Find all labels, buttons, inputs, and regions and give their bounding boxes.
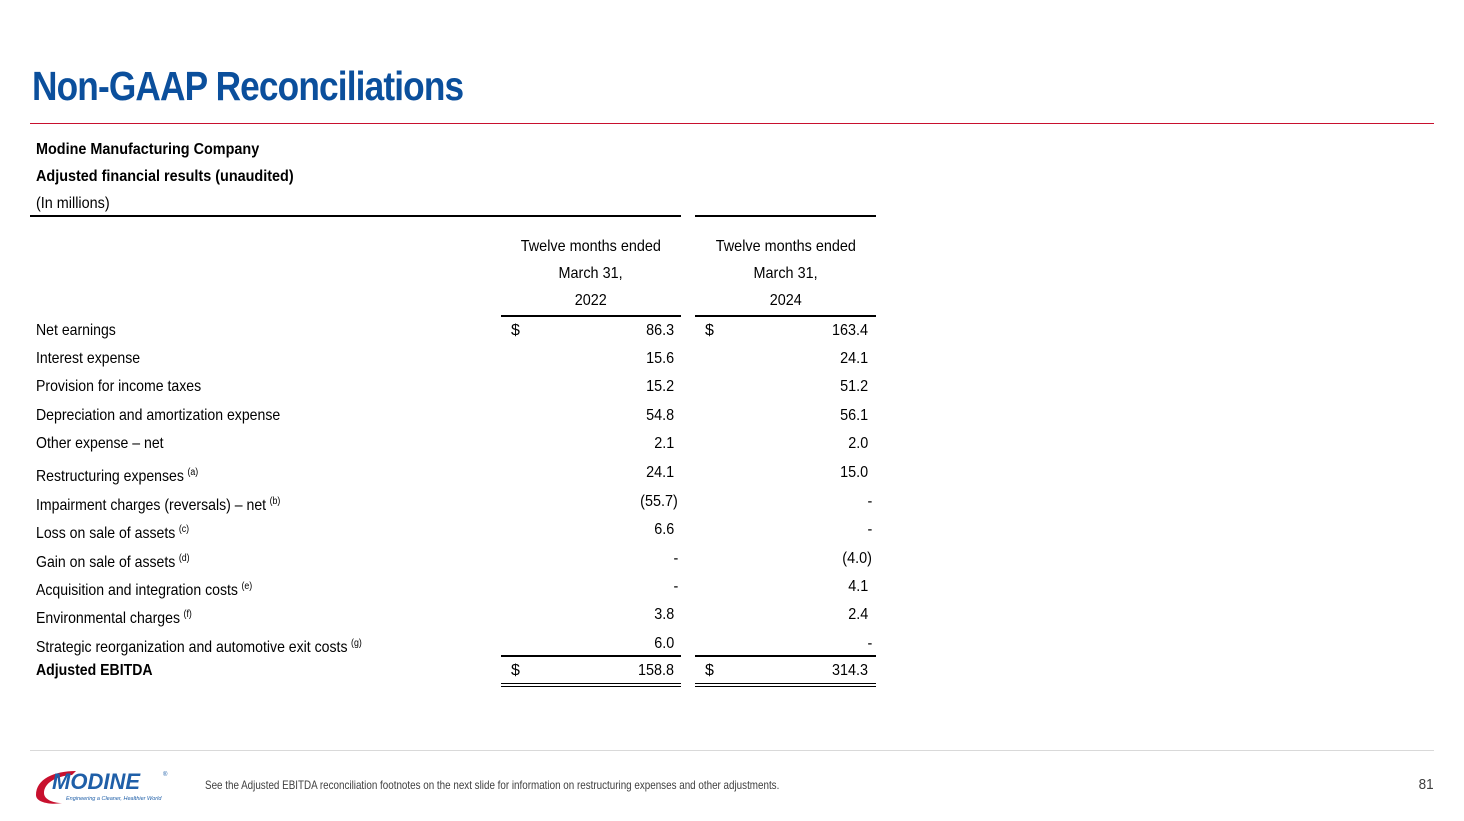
footnote: See the Adjusted EBITDA reconciliation f… [205,778,780,792]
total-label: Adjusted EBITDA [36,662,153,679]
column-header-year: 2024 [769,292,802,309]
footnote-marker: (g) [351,638,362,649]
company-name: Modine Manufacturing Company [36,141,260,158]
row-value-2024: 15.0 [839,464,868,481]
footnote-marker: (b) [269,496,281,507]
row-value-2022: 6.0 [653,635,674,652]
footnote-marker: (f) [183,609,192,620]
subtotal-rule [501,655,681,657]
column-header-2022: Twelve months ended March 31, 2022 [501,238,681,310]
row-label: Net earnings [36,322,116,339]
row-value-2022: - [673,550,678,567]
footnote-marker: (d) [178,553,190,564]
column-header-line1: Twelve months ended [715,238,856,255]
currency-symbol: $ [511,662,520,679]
row-value-2024: 2.4 [847,606,868,623]
row-value-2024: 51.2 [839,378,868,395]
row-label: Loss on sale of assets (c) [36,524,190,542]
logo-wordmark: MODINE [52,769,141,794]
row-label: Impairment charges (reversals) – net (b) [36,496,281,514]
row-value-2024: 2.0 [847,435,868,452]
table-subtitle: Adjusted financial results (unaudited) [36,168,294,185]
title-divider [30,123,1434,124]
column-header-year: 2022 [574,292,608,309]
row-value-2024: 163.4 [831,322,868,339]
row-label: Other expense – net [36,435,164,452]
row-value-2024: 4.1 [847,578,868,595]
row-value-2024: - [867,521,872,538]
footnote-marker: (e) [241,581,253,592]
row-value-2024: - [867,493,872,510]
footnote-marker: (c) [178,524,190,535]
row-label: Environmental charges (f) [36,609,192,627]
currency-symbol: $ [705,322,714,339]
column-header-line2: March 31, [558,265,624,282]
currency-symbol: $ [511,322,520,339]
modine-logo: MODINE ® Engineering a Cleaner, Healthie… [36,769,168,804]
column-header-line2: March 31, [753,265,818,282]
row-label: Interest expense [36,350,141,367]
header-rule [30,215,681,217]
row-value-2022: 6.6 [653,521,674,538]
row-value-2024: - [867,635,872,652]
row-value-2022: 54.8 [645,407,674,424]
column-header-rule [695,315,876,317]
units-note: (In millions) [36,195,110,212]
row-label: Restructuring expenses (a) [36,467,199,485]
row-label: Acquisition and integration costs (e) [36,581,253,599]
row-value-2022: 15.2 [645,378,674,395]
total-value-2022: 158.8 [637,662,674,679]
currency-symbol: $ [705,662,714,679]
row-value-2022: 3.8 [653,606,674,623]
double-rule-top [501,683,681,684]
column-header-2024: Twelve months ended March 31, 2024 [695,238,876,310]
double-rule-bottom [695,686,876,687]
row-value-2024: (4.0) [842,550,872,567]
double-rule-bottom [501,686,681,687]
double-rule-top [695,683,876,684]
header-rule [695,215,876,217]
logo-trademark: ® [163,771,168,778]
total-value-2024: 314.3 [831,662,868,679]
column-header-line1: Twelve months ended [520,238,662,255]
row-value-2022: 86.3 [645,322,674,339]
row-value-2022: 2.1 [653,435,674,452]
logo-tagline: Engineering a Cleaner, Healthier World [66,796,162,802]
row-label: Gain on sale of assets (d) [36,553,190,571]
row-value-2022: (55.7) [640,493,678,510]
row-label: Provision for income taxes [36,378,202,395]
column-header-rule [501,315,681,317]
row-value-2022: 15.6 [645,350,674,367]
footer-divider [30,750,1434,751]
footnote-marker: (a) [187,467,199,478]
row-value-2024: 24.1 [839,350,868,367]
row-value-2024: 56.1 [839,407,868,424]
row-value-2022: - [673,578,678,595]
page-number: 81 [1418,776,1434,793]
row-label: Strategic reorganization and automotive … [36,638,362,656]
page-title: Non-GAAP Reconciliations [32,63,464,109]
subtotal-rule [695,655,876,657]
row-label: Depreciation and amortization expense [36,407,281,424]
row-value-2022: 24.1 [645,464,674,481]
